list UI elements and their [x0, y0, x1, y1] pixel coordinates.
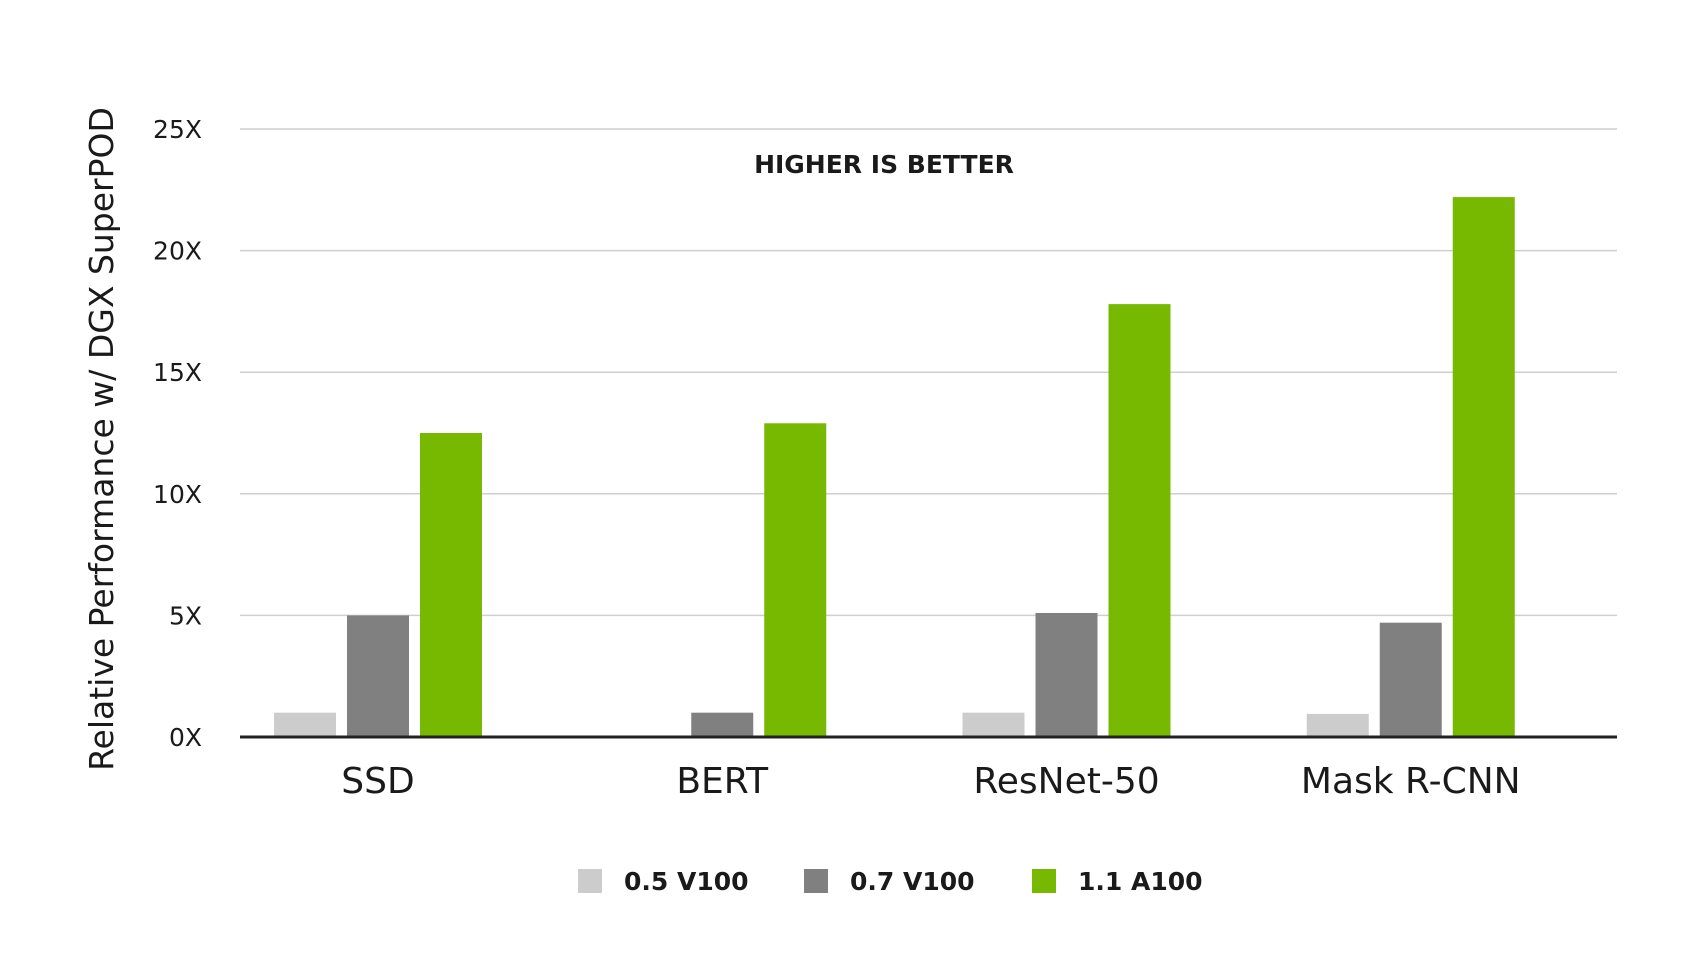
bar-0-7-v100-ssd	[347, 615, 409, 737]
legend-swatch	[804, 869, 828, 893]
y-tick-label: 20X	[153, 237, 202, 266]
legend-label: 0.5 V100	[624, 867, 749, 896]
legend-swatch	[578, 869, 602, 893]
bar-0-5-v100-resnet-50	[962, 712, 1025, 737]
x-axis-labels: SSD BERT ResNet-50 Mask R-CNN	[341, 761, 1520, 802]
y-tick-label: 25X	[153, 115, 202, 144]
legend-label: 0.7 V100	[850, 867, 975, 896]
bar-0-5-v100-ssd	[274, 712, 336, 737]
x-category-label: Mask R-CNN	[1301, 761, 1521, 802]
y-axis-ticks: 0X 5X 10X 15X 20X 25X	[153, 115, 202, 752]
bar-0-7-v100-resnet-50	[1035, 612, 1098, 737]
y-tick-label: 5X	[169, 601, 202, 630]
bar-1-1-a100-bert	[764, 423, 827, 737]
bar-1-1-a100-ssd	[420, 433, 482, 737]
bar-0-7-v100-bert	[691, 712, 754, 737]
y-axis-title: Relative Performance w/ DGX SuperPOD	[82, 107, 121, 771]
y-tick-label: 15X	[153, 358, 202, 387]
legend-label: 1.1 A100	[1078, 867, 1203, 896]
x-category-label: SSD	[341, 761, 414, 802]
y-tick-label: 0X	[169, 723, 202, 752]
bar-0-7-v100-mask-r-cnn	[1379, 622, 1442, 737]
y-tick-label: 10X	[153, 480, 202, 509]
bars	[274, 197, 1515, 737]
bar-1-1-a100-mask-r-cnn	[1452, 197, 1515, 737]
x-category-label: BERT	[676, 761, 769, 802]
x-category-label: ResNet-50	[973, 761, 1159, 802]
bar-1-1-a100-resnet-50	[1108, 304, 1171, 737]
legend: 0.5 V100 0.7 V100 1.1 A100	[578, 867, 1203, 896]
bar-0-5-v100-mask-r-cnn	[1306, 713, 1369, 737]
legend-swatch	[1032, 869, 1056, 893]
annotation-higher-is-better: HIGHER IS BETTER	[754, 150, 1014, 179]
